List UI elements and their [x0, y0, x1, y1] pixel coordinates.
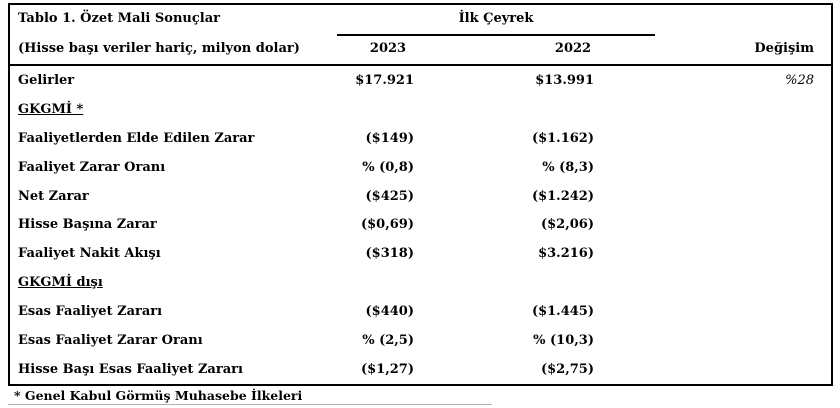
bottom-rule [8, 404, 492, 405]
table-row: Esas Faaliyet Zarar Oranı % (2,5) % (10,… [10, 326, 831, 355]
row-label: Esas Faaliyet Zarar Oranı [18, 333, 203, 349]
row-label: Faaliyet Nakit Akışı [18, 246, 161, 262]
column-header-change: Değişim [754, 41, 814, 56]
value-2022: $13.991 [535, 72, 594, 88]
value-2022: ($2,75) [540, 362, 594, 378]
value-2022: ($2,06) [540, 217, 594, 233]
value-2023: % (2,5) [362, 333, 414, 349]
value-2023: ($440) [365, 304, 414, 320]
value-2023: $17.921 [355, 72, 414, 88]
column-header-2022: 2022 [554, 41, 592, 56]
value-2022: % (8,3) [542, 159, 594, 175]
row-label: Esas Faaliyet Zararı [18, 304, 163, 320]
quarter-group-header: İlk Çeyrek [458, 11, 534, 26]
table-row: Gelirler $17.921 $13.991 %28 [10, 66, 831, 95]
table-row: Faaliyetlerden Elde Edilen Zarar ($149) … [10, 124, 831, 153]
table-row: Faaliyet Zarar Oranı % (0,8) % (8,3) [10, 153, 831, 182]
row-label: Net Zarar [18, 188, 89, 204]
value-2022: ($1.162) [531, 130, 594, 146]
table-row: Faaliyet Nakit Akışı ($318) $3.216) [10, 239, 831, 268]
table-row: Net Zarar ($425) ($1.242) [10, 182, 831, 211]
value-2023: ($318) [365, 246, 414, 262]
value-2023: ($149) [365, 130, 414, 146]
row-label: Hisse Başına Zarar [18, 217, 157, 233]
value-2022: $3.216) [538, 246, 594, 262]
value-2022: ($1.242) [531, 188, 594, 204]
row-label: Gelirler [18, 72, 75, 88]
value-2023: ($1,27) [360, 362, 414, 378]
value-2023: ($0,69) [360, 217, 414, 233]
value-2022: % (10,3) [533, 333, 594, 349]
row-label: Faaliyet Zarar Oranı [18, 159, 166, 175]
summary-financials-table: Tablo 1. Özet Mali Sonuçlar İlk Çeyrek (… [8, 3, 833, 386]
table-body: Gelirler $17.921 $13.991 %28 GKGMİ * Faa… [10, 66, 831, 384]
value-change: %28 [785, 72, 814, 88]
table-row: Esas Faaliyet Zararı ($440) ($1.445) [10, 297, 831, 326]
table-subtitle: (Hisse başı veriler hariç, milyon dolar) [18, 41, 300, 56]
table-row: GKGMİ * [10, 95, 831, 124]
row-label: Faaliyetlerden Elde Edilen Zarar [18, 130, 255, 146]
row-label: Hisse Başı Esas Faaliyet Zararı [18, 362, 243, 378]
row-label: GKGMİ dışı [18, 275, 103, 291]
value-2023: ($425) [365, 188, 414, 204]
value-2022: ($1.445) [531, 304, 594, 320]
table-title: Tablo 1. Özet Mali Sonuçlar [18, 11, 220, 26]
row-label: GKGMİ * [18, 101, 84, 117]
value-2023: % (0,8) [362, 159, 414, 175]
table-row: Hisse Başı Esas Faaliyet Zararı ($1,27) … [10, 355, 831, 384]
column-header-2023: 2023 [369, 41, 407, 56]
footnote: * Genel Kabul Görmüş Muhasebe İlkeleri [14, 388, 303, 403]
table-header: Tablo 1. Özet Mali Sonuçlar İlk Çeyrek (… [10, 5, 831, 66]
table-row: GKGMİ dışı [10, 268, 831, 297]
table-row: Hisse Başına Zarar ($0,69) ($2,06) [10, 211, 831, 240]
quarter-underline [337, 34, 655, 36]
